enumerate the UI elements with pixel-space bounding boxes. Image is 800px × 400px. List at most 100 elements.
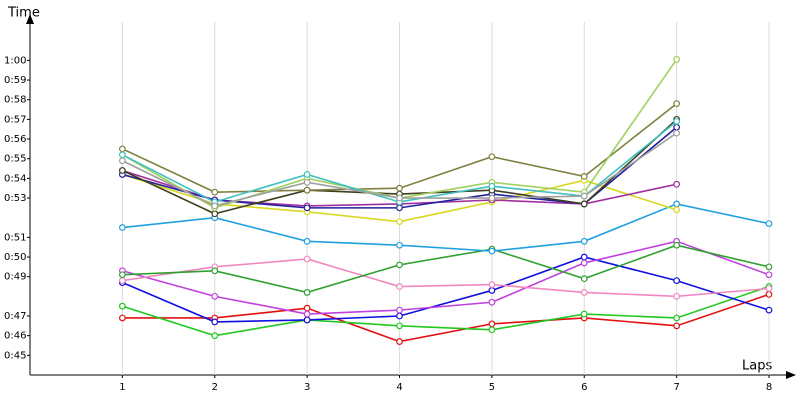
data-point [211, 202, 219, 210]
data-point [765, 263, 773, 271]
data-point [118, 302, 126, 310]
data-point [488, 153, 496, 161]
data-point [303, 304, 311, 312]
data-point [765, 271, 773, 279]
data-point [118, 145, 126, 153]
data-point [303, 237, 311, 245]
data-point [396, 322, 403, 330]
data-point [580, 237, 588, 245]
y-tick-label: 1:00 [4, 55, 26, 66]
data-point [580, 253, 588, 261]
data-point [303, 310, 311, 318]
x-tick-label: 5 [489, 382, 495, 393]
y-tick-label: 0:55 [4, 154, 26, 165]
x-tick-label: 4 [396, 382, 402, 393]
data-point [673, 200, 681, 208]
series-line [122, 203, 770, 252]
data-point [673, 241, 681, 249]
series-line [122, 258, 770, 298]
data-point [673, 206, 681, 214]
data-point [118, 167, 126, 174]
data-point [673, 314, 681, 322]
data-point [765, 285, 773, 292]
y-tick-label: 0:50 [4, 252, 26, 263]
data-point [396, 283, 403, 290]
data-point [673, 292, 681, 300]
data-point [396, 312, 403, 320]
data-point [580, 192, 588, 200]
data-point [673, 123, 681, 131]
data-point [303, 171, 311, 178]
data-point [211, 292, 219, 300]
data-point [118, 314, 126, 322]
x-tick-label: 3 [304, 382, 310, 393]
data-point [673, 277, 681, 285]
data-point [488, 194, 496, 202]
data-point [396, 218, 403, 226]
x-axis-arrow [786, 371, 796, 379]
data-point [673, 322, 681, 330]
series-line [122, 293, 770, 343]
data-point [765, 306, 773, 314]
data-point [303, 255, 311, 263]
y-tick-label: 0:56 [4, 134, 26, 145]
data-point [396, 338, 403, 345]
data-point [303, 178, 311, 186]
data-point [488, 281, 496, 288]
y-tick-label: 0:51 [4, 232, 26, 243]
x-tick-label: 6 [581, 382, 587, 393]
data-point [118, 277, 126, 285]
data-point [488, 182, 496, 190]
data-point [303, 186, 311, 194]
y-axis-arrow [26, 14, 34, 24]
data-point [580, 275, 588, 283]
y-tick-label: 0:58 [4, 95, 26, 106]
y-tick-label: 0:57 [4, 114, 26, 125]
data-point [673, 100, 681, 108]
y-tick-label: 0:49 [4, 272, 26, 283]
data-point [488, 326, 496, 334]
y-tick-label: 0:46 [4, 331, 26, 342]
data-point [673, 117, 681, 125]
data-point [488, 320, 496, 328]
data-point [580, 259, 588, 267]
data-point [211, 267, 219, 275]
data-point [765, 220, 773, 227]
data-point [118, 157, 126, 165]
data-point [396, 204, 403, 212]
series-line [122, 244, 770, 294]
data-point [211, 210, 219, 218]
data-point [303, 316, 311, 324]
y-axis-title: Time [7, 6, 40, 21]
data-point [765, 290, 773, 298]
series-line [122, 256, 770, 323]
y-tick-label: 0:54 [4, 173, 26, 184]
data-point [580, 173, 588, 180]
y-tick-label: 0:59 [4, 75, 26, 86]
data-point [211, 318, 219, 326]
x-tick-label: 7 [673, 382, 679, 393]
data-point [488, 298, 496, 306]
data-point [396, 184, 403, 192]
y-tick-label: 0:53 [4, 193, 26, 204]
x-tick-label: 8 [766, 382, 772, 393]
x-axis-title: Laps [742, 359, 772, 374]
data-point [118, 224, 126, 231]
data-point [118, 271, 126, 279]
data-point [303, 204, 311, 212]
data-point [396, 261, 403, 269]
data-point [580, 200, 588, 208]
data-point [396, 241, 403, 249]
data-point [118, 151, 126, 159]
data-point [673, 180, 681, 188]
x-tick-label: 2 [212, 382, 218, 393]
x-tick-label: 1 [119, 382, 125, 393]
data-point [673, 56, 681, 63]
data-point [673, 129, 681, 137]
data-point [580, 289, 588, 296]
data-point [580, 310, 588, 318]
series-line [122, 240, 770, 315]
data-point [211, 188, 219, 196]
data-point [488, 247, 496, 255]
